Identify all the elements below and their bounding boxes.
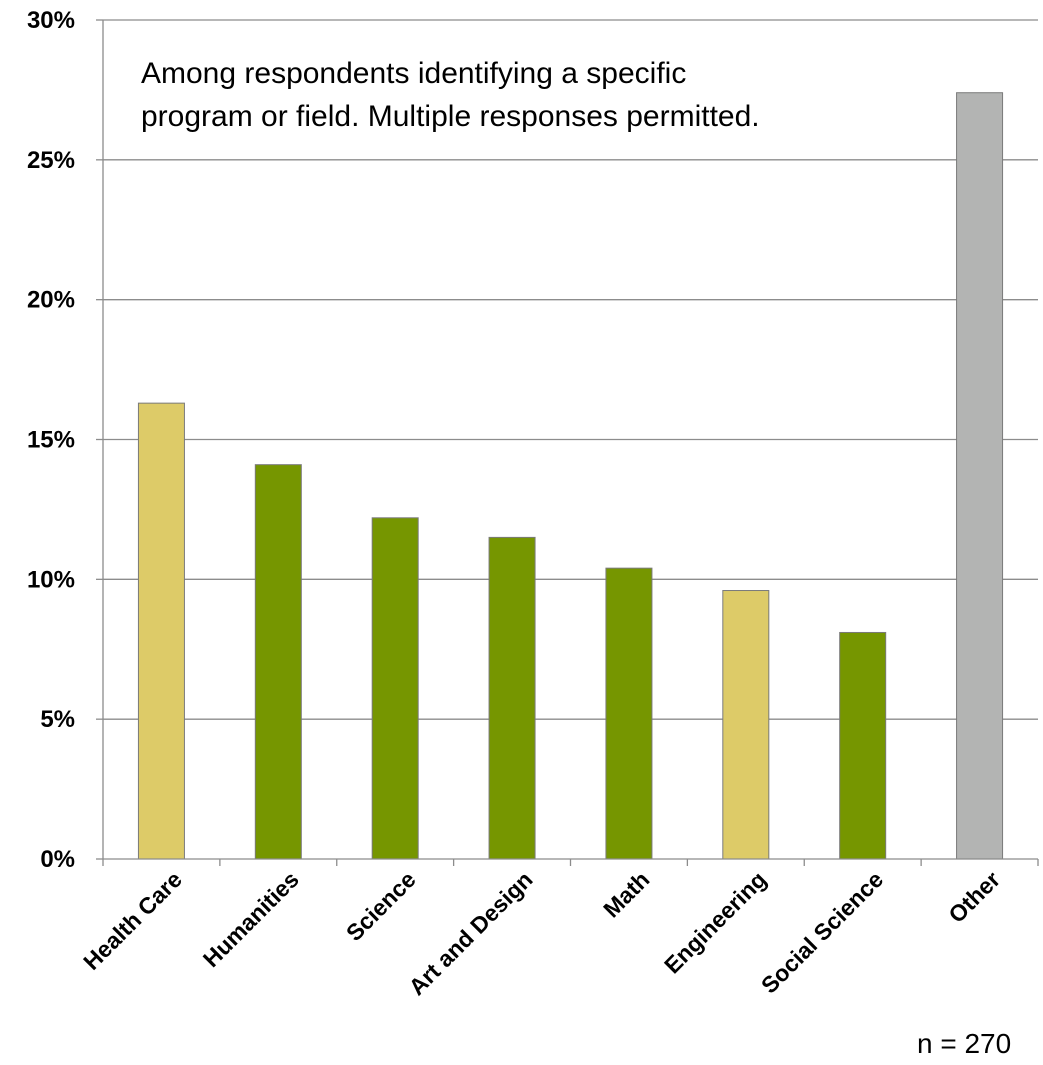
y-axis-tick-labels: 0% 5% 10% 15% 20% 25% 30% <box>27 7 75 873</box>
y-tick-label: 5% <box>40 706 75 733</box>
x-tick-label: Humanities <box>198 866 304 972</box>
bar <box>488 536 536 860</box>
y-tick-label: 0% <box>40 846 75 873</box>
annotation-line-2: program or field. Multiple responses per… <box>141 100 760 133</box>
x-tick-label: Art and Design <box>404 866 538 1000</box>
x-tick-label: Math <box>598 866 654 922</box>
bar <box>722 590 770 860</box>
chart-annotation: Among respondents identifying a specific… <box>141 57 760 133</box>
y-tick-label: 25% <box>27 147 75 174</box>
x-tick-label: Health Care <box>78 866 187 975</box>
y-tick-label: 15% <box>27 427 75 454</box>
annotation-line-1: Among respondents identifying a specific <box>141 57 686 90</box>
bar <box>254 464 302 860</box>
bar <box>956 92 1004 860</box>
bar <box>605 567 653 860</box>
bars <box>137 92 1004 860</box>
x-tick-label: Engineering <box>659 866 771 978</box>
x-tick-label: Other <box>943 866 1005 928</box>
y-tick-label: 20% <box>27 287 75 314</box>
bar <box>371 517 419 860</box>
axes <box>96 19 1039 866</box>
x-tick-label: Science <box>341 866 421 946</box>
bar <box>839 631 887 860</box>
x-tick-label: Social Science <box>756 866 888 998</box>
bar <box>137 402 185 860</box>
sample-size-label: n = 270 <box>917 1028 1011 1059</box>
y-tick-label: 30% <box>27 7 75 34</box>
y-tick-label: 10% <box>27 566 75 593</box>
